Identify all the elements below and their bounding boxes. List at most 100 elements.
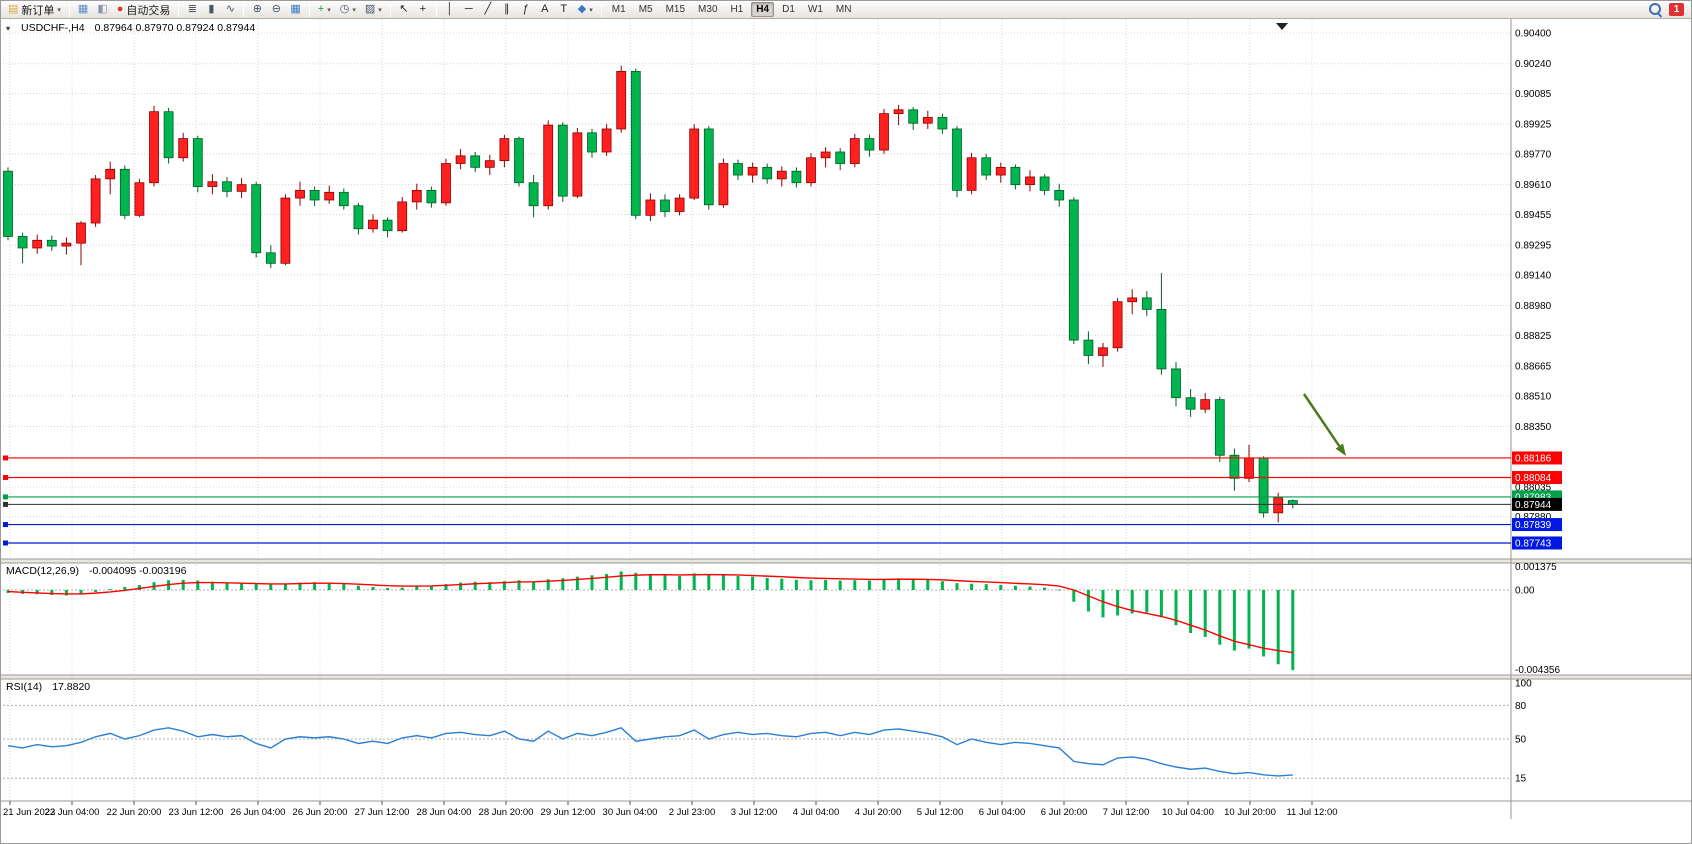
- notification-badge[interactable]: 1: [1669, 3, 1684, 16]
- templates-icon: ▨: [364, 3, 376, 15]
- time-axis-label: 2 Jul 23:00: [669, 807, 715, 818]
- chart-region: 0.90400 0.90240 0.90085 0.89925 0.89770 0.896…: [1, 19, 1692, 844]
- search-icon[interactable]: [1648, 2, 1663, 17]
- timeframe-h1-button[interactable]: H1: [730, 4, 744, 15]
- pane-separators[interactable]: [1, 19, 1692, 819]
- price-tag: [1512, 536, 1562, 550]
- time-axis-label: 4 Jul 20:00: [855, 807, 901, 818]
- horizontal-line-button[interactable]: ─: [460, 2, 478, 18]
- macd-histogram: [6, 571, 1295, 671]
- timeframe-m1-button[interactable]: M1: [611, 4, 626, 15]
- timeframe-m5-button[interactable]: M5: [638, 4, 653, 15]
- rsi-axis-label: 100: [1515, 679, 1532, 690]
- zoom-in-button[interactable]: ⊕: [248, 2, 266, 18]
- timeframe-mn-button[interactable]: MN: [835, 4, 852, 15]
- time-axis-label: 7 Jul 12:00: [1103, 807, 1149, 818]
- fibonacci-icon: ƒ: [522, 3, 529, 15]
- tile-windows-button[interactable]: ▦: [286, 2, 304, 18]
- time-axis-label: 6 Jul 20:00: [1041, 807, 1087, 818]
- time-axis-label: 23 Jun 12:00: [169, 807, 224, 818]
- macd-axis-label: -0.004356: [1515, 665, 1560, 676]
- toolbar-separator: [178, 2, 180, 17]
- candlestick-chart-button[interactable]: ▮: [202, 2, 220, 18]
- price-axis-label: 0.90400: [1515, 29, 1552, 40]
- grid-lines: [3, 19, 1511, 801]
- shapes-icon: ◆: [577, 3, 587, 15]
- trendline-button[interactable]: ╱: [479, 2, 497, 18]
- label-icon: T: [560, 3, 568, 15]
- label-button[interactable]: T: [555, 2, 573, 18]
- cursor-icon: ↖: [399, 3, 409, 15]
- bar-chart-button[interactable]: ≣: [183, 2, 201, 18]
- time-axis-label: 27 Jun 12:00: [355, 807, 410, 818]
- navigator-button[interactable]: ◧: [93, 2, 111, 18]
- timeframe-d1-button[interactable]: D1: [782, 4, 795, 15]
- price-tag-label: 0.88186: [1515, 453, 1552, 464]
- main-toolbar: ▤ 新订单 ▾ ▦ ◧ ● 自动交易 ≣ ▮ ∿ ⊕ ⊖ ▦ + ▾ ◷ ▾ ▨ ▾ ↖ + │ ─ ╱ ∥ ƒ A T ◆ ▾ M1 M5 M…: [1, 1, 1691, 19]
- timeframe-h4-button[interactable]: H4: [751, 2, 775, 17]
- price-axis-label: 0.88980: [1515, 301, 1552, 312]
- trendline-icon: ╱: [484, 3, 492, 15]
- timeframe-w1-button[interactable]: W1: [807, 4, 823, 15]
- time-axis-label: 4 Jul 04:00: [793, 807, 839, 818]
- timeframe-m30-button[interactable]: M30: [698, 4, 718, 15]
- time-axis-label: 21 Jun 2023: [3, 807, 55, 818]
- time-axis-label: 22 Jun 20:00: [107, 807, 162, 818]
- toolbar-separator: [435, 2, 437, 17]
- horizontal-level-lines[interactable]: [3, 455, 1511, 546]
- caret-down-icon: ▾: [327, 6, 331, 14]
- timeframe-m15-button[interactable]: M15: [665, 4, 686, 15]
- vertical-line-button[interactable]: │: [441, 2, 459, 18]
- price-axis-label: 0.90085: [1515, 89, 1552, 100]
- price-axis-label: 0.88035: [1515, 482, 1552, 493]
- channel-button[interactable]: ∥: [498, 2, 516, 18]
- bar-chart-icon: ≣: [187, 3, 197, 15]
- bid-price-tag: [1512, 497, 1562, 511]
- price-tag-label: 0.87839: [1515, 520, 1552, 531]
- one-click-trading-toggle[interactable]: ▾: [6, 23, 11, 33]
- price-axis-label: 0.88825: [1515, 331, 1552, 342]
- channel-icon: ∥: [504, 3, 510, 15]
- horizontal-line-icon: ─: [464, 3, 473, 15]
- chart-canvas[interactable]: 0.90400 0.90240 0.90085 0.89925 0.89770 0.896…: [1, 19, 1692, 844]
- price-axis-label: 0.88665: [1515, 362, 1552, 373]
- toolbar-separator: [243, 2, 245, 17]
- cursor-button[interactable]: ↖: [395, 2, 413, 18]
- zoom-out-button[interactable]: ⊖: [267, 2, 285, 18]
- trend-arrow-annotation[interactable]: [1302, 393, 1346, 456]
- price-axis-label: 0.89455: [1515, 210, 1552, 221]
- time-axis-label: 10 Jul 04:00: [1162, 807, 1214, 818]
- new-order-button[interactable]: ▤ 新订单 ▾: [4, 2, 65, 18]
- time-axis-label: 26 Jun 20:00: [293, 807, 348, 818]
- caret-down-icon: ▾: [378, 6, 382, 14]
- auto-trading-button[interactable]: ● 自动交易: [113, 2, 175, 18]
- price-scale[interactable]: 0.90400 0.90240 0.90085 0.89925 0.89770 0.896…: [1512, 29, 1562, 785]
- time-axis-label: 3 Jul 12:00: [731, 807, 777, 818]
- crosshair-button[interactable]: +: [414, 2, 432, 18]
- caret-down-icon: ▾: [352, 6, 356, 14]
- templates-button[interactable]: ▨ ▾: [361, 2, 386, 18]
- toolbar-separator: [68, 2, 70, 17]
- time-axis-label: 5 Jul 12:00: [917, 807, 963, 818]
- price-axis-label: 0.90240: [1515, 59, 1552, 70]
- market-watch-button[interactable]: ▦: [74, 2, 92, 18]
- text-button[interactable]: A: [536, 2, 554, 18]
- market-watch-icon: ▦: [77, 3, 89, 15]
- shapes-button[interactable]: ◆ ▾: [574, 2, 597, 18]
- time-axis-label: 6 Jul 04:00: [979, 807, 1025, 818]
- price-axis-label: 0.89140: [1515, 270, 1552, 281]
- price-axis-label: 0.89295: [1515, 241, 1552, 252]
- chart-background: [1, 19, 1691, 843]
- price-tag: [1512, 451, 1562, 465]
- time-axis-label: 28 Jun 04:00: [417, 807, 472, 818]
- line-chart-button[interactable]: ∿: [221, 2, 239, 18]
- periods-button[interactable]: ◷ ▾: [336, 2, 360, 18]
- chart-shift-marker[interactable]: [1276, 23, 1288, 30]
- price-tag-label: 0.87743: [1515, 538, 1552, 549]
- rsi-axis-label: 80: [1515, 701, 1527, 712]
- toolbar-separator: [308, 2, 310, 17]
- fibonacci-button[interactable]: ƒ: [517, 2, 535, 18]
- caret-down-icon: ▾: [589, 6, 593, 14]
- indicators-button[interactable]: + ▾: [314, 2, 335, 18]
